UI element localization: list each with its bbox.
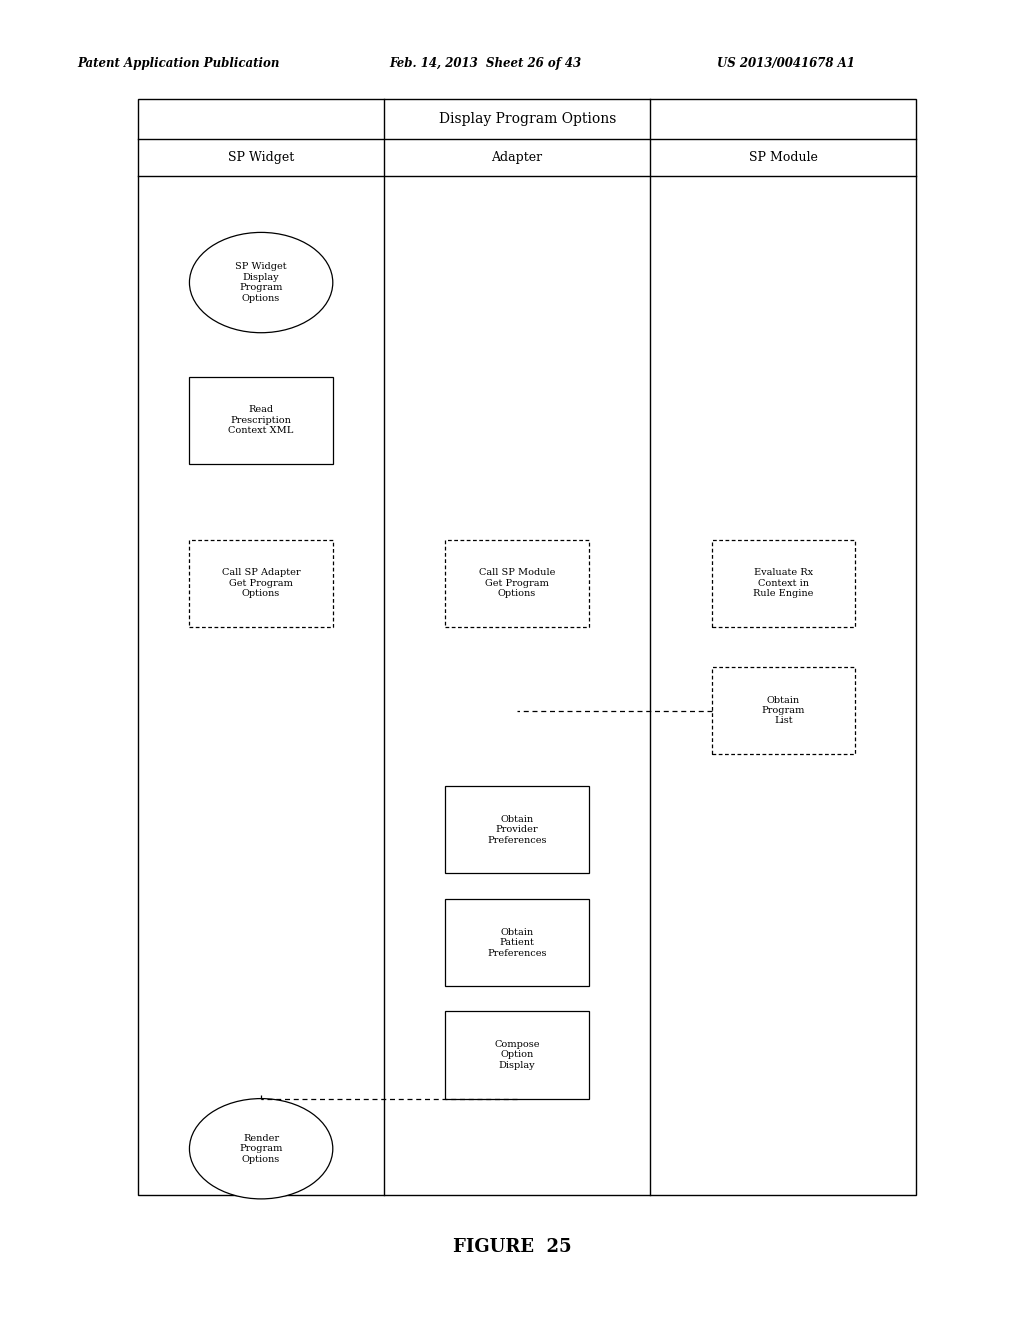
Text: Adapter: Adapter: [492, 150, 543, 164]
Text: Call SP Adapter
Get Program
Options: Call SP Adapter Get Program Options: [222, 569, 300, 598]
Text: Obtain
Program
List: Obtain Program List: [762, 696, 805, 726]
Text: FIGURE  25: FIGURE 25: [453, 1238, 571, 1257]
Text: Read
Prescription
Context XML: Read Prescription Context XML: [228, 405, 294, 436]
Text: Patent Application Publication: Patent Application Publication: [77, 57, 280, 70]
Text: Feb. 14, 2013  Sheet 26 of 43: Feb. 14, 2013 Sheet 26 of 43: [389, 57, 582, 70]
Text: Obtain
Provider
Preferences: Obtain Provider Preferences: [487, 814, 547, 845]
Text: Compose
Option
Display: Compose Option Display: [495, 1040, 540, 1071]
Text: SP Widget
Display
Program
Options: SP Widget Display Program Options: [236, 263, 287, 302]
Text: SP Module: SP Module: [749, 150, 818, 164]
Text: Render
Program
Options: Render Program Options: [240, 1134, 283, 1164]
Text: Evaluate Rx
Context in
Rule Engine: Evaluate Rx Context in Rule Engine: [754, 569, 813, 598]
Text: US 2013/0041678 A1: US 2013/0041678 A1: [717, 57, 855, 70]
Text: Display Program Options: Display Program Options: [438, 112, 616, 125]
Text: Obtain
Patient
Preferences: Obtain Patient Preferences: [487, 928, 547, 958]
Text: Call SP Module
Get Program
Options: Call SP Module Get Program Options: [479, 569, 555, 598]
Text: SP Widget: SP Widget: [228, 150, 294, 164]
